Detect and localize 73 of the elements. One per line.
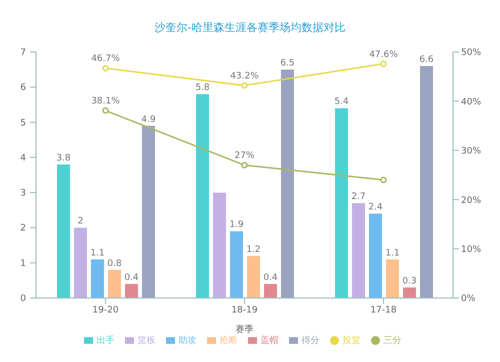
bar <box>352 203 365 298</box>
y-tick-label: 2 <box>20 224 26 234</box>
y-tick-label: 1 <box>20 258 26 269</box>
x-tick-label: 17-18 <box>370 305 397 316</box>
y-tick-label: 3 <box>20 188 26 199</box>
bar <box>369 214 382 298</box>
bar <box>196 94 209 298</box>
x-tick-label: 18-19 <box>231 305 258 316</box>
bar <box>420 66 433 298</box>
bar <box>91 259 104 298</box>
chart-title: 沙奎尔-哈里森生涯各赛季场均数据对比 <box>154 20 346 36</box>
y-tick-label: 5 <box>20 118 26 128</box>
data-label: 27% <box>234 151 255 162</box>
y-tick-label: 0 <box>20 294 26 304</box>
data-label: 5.4 <box>334 97 349 108</box>
legend-label: 出手 <box>96 336 114 346</box>
data-label: 2 <box>78 216 84 227</box>
point <box>380 176 387 184</box>
y-tick-label: 6 <box>20 83 26 94</box>
y2-tick-label: 40% <box>461 97 482 108</box>
data-label: 1.1 <box>90 248 105 258</box>
data-label: 4.9 <box>141 114 156 125</box>
data-label: 43.2% <box>230 71 260 82</box>
bar <box>403 287 416 298</box>
x-axis-title: 赛季 <box>236 324 254 335</box>
point <box>102 64 109 72</box>
legend-label: 得分 <box>302 336 320 346</box>
bar <box>386 259 399 298</box>
bar <box>230 231 243 298</box>
data-label: 47.6% <box>369 50 398 60</box>
data-label: 0.8 <box>107 258 122 269</box>
y2-tick-label: 30% <box>461 146 482 157</box>
point <box>102 107 109 114</box>
data-label: 0.4 <box>124 272 139 283</box>
bar <box>57 164 70 298</box>
data-label: 0.3 <box>402 276 417 286</box>
legend-label: 助攻 <box>178 336 196 346</box>
point <box>241 162 248 168</box>
legend-label: 投篮 <box>342 336 360 346</box>
y2-tick-label: 50% <box>461 48 482 58</box>
point <box>241 82 248 89</box>
data-label: 1.2 <box>246 244 261 255</box>
bar <box>335 108 348 298</box>
data-label: 46.7% <box>91 54 120 64</box>
data-label: 1.1 <box>385 248 400 258</box>
y2-tick-label: 10% <box>461 244 482 255</box>
data-label: 0.4 <box>263 272 278 283</box>
y-tick-label: 7 <box>20 48 26 58</box>
bar <box>264 284 277 298</box>
data-label: 38.1% <box>91 96 120 107</box>
x-tick-label: 19-20 <box>92 305 119 316</box>
bar <box>142 126 155 298</box>
data-label: 3.8 <box>56 153 71 164</box>
data-label: 6.6 <box>419 55 434 66</box>
legend-label: 三分 <box>384 336 402 346</box>
y2-tick-label: 20% <box>461 196 482 206</box>
data-label: 5.8 <box>195 83 210 94</box>
bar <box>213 192 226 298</box>
point <box>380 60 387 68</box>
y2-tick-label: 0% <box>461 294 476 304</box>
data-label: 2.7 <box>351 192 366 202</box>
bar <box>125 284 138 298</box>
y-tick-label: 4 <box>20 153 26 164</box>
data-label: 1.9 <box>229 220 244 230</box>
data-label: 6.5 <box>280 58 295 69</box>
bar <box>281 70 294 298</box>
legend-label: 抢断 <box>220 336 238 346</box>
legend-label: 盖帽 <box>260 336 278 346</box>
bar <box>247 256 260 298</box>
legend-label: 篮板 <box>138 336 156 346</box>
bar <box>108 270 121 298</box>
bar <box>74 228 87 298</box>
data-label: 2.4 <box>368 202 383 213</box>
